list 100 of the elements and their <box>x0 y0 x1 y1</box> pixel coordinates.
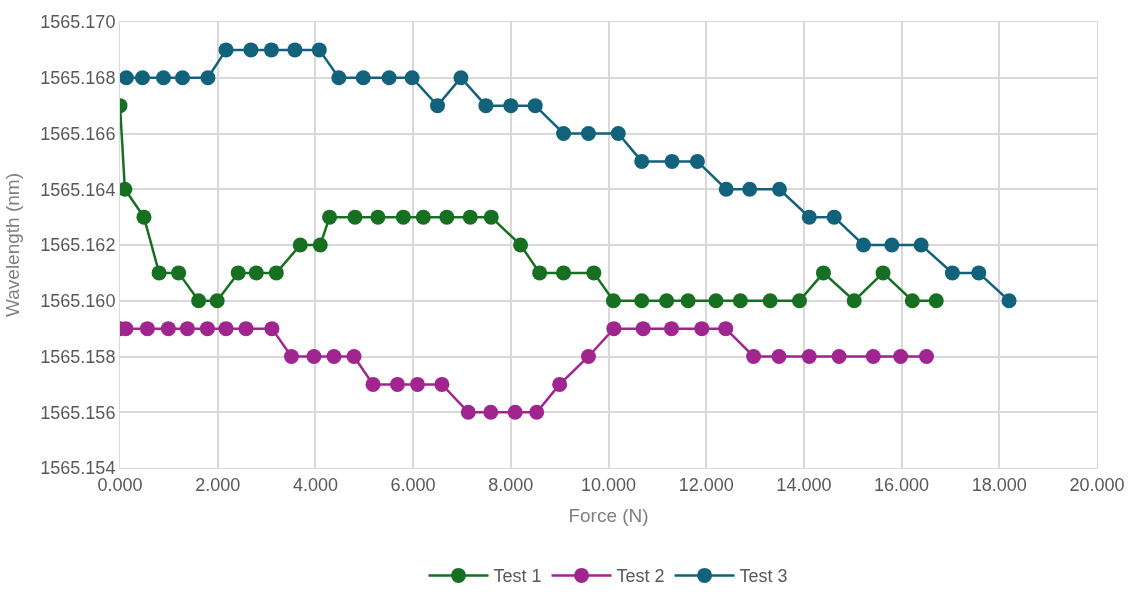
point <box>606 321 622 337</box>
x-tick-label: 8.000 <box>488 474 534 495</box>
point <box>928 293 944 309</box>
point <box>462 209 478 225</box>
x-tick-label: 16.000 <box>874 474 930 495</box>
point <box>815 265 831 281</box>
point <box>771 349 787 364</box>
point <box>742 181 758 197</box>
point <box>238 321 254 337</box>
y-tick-label: 1565.170 <box>40 12 116 33</box>
point <box>347 209 363 225</box>
point <box>264 321 280 337</box>
point <box>191 293 207 309</box>
point <box>306 349 322 364</box>
point <box>634 153 650 169</box>
y-tick-label: 1565.168 <box>40 68 116 89</box>
point <box>659 293 675 309</box>
point <box>218 42 234 58</box>
point <box>507 404 523 420</box>
point <box>120 321 134 337</box>
x-tick-label: 14.000 <box>776 474 832 495</box>
point <box>944 265 960 281</box>
point <box>556 265 572 281</box>
point <box>801 209 817 225</box>
y-axis-title: Wavelength (nm) <box>2 173 24 317</box>
point <box>370 209 386 225</box>
point <box>134 70 150 86</box>
point <box>175 70 191 86</box>
point <box>919 349 935 364</box>
point <box>199 321 215 337</box>
point <box>846 293 862 309</box>
point <box>831 349 847 364</box>
point <box>708 293 724 309</box>
x-tick-label: 10.000 <box>580 474 637 495</box>
point <box>326 349 342 364</box>
point <box>460 404 476 420</box>
point <box>689 153 705 169</box>
point <box>415 209 431 225</box>
x-tick-label: 18.000 <box>971 474 1027 495</box>
point <box>434 376 450 392</box>
x-tick-label: 2.000 <box>195 474 241 495</box>
point <box>893 349 909 364</box>
point <box>200 70 216 86</box>
point <box>209 293 225 309</box>
point <box>230 265 246 281</box>
point <box>248 265 264 281</box>
point <box>453 70 469 86</box>
point <box>355 70 371 86</box>
point <box>586 265 602 281</box>
point <box>365 376 381 392</box>
y-tick-label: 1565.160 <box>40 291 116 312</box>
x-axis-title: Force (N) <box>568 505 649 527</box>
point <box>283 349 299 364</box>
point <box>331 70 347 86</box>
point <box>381 70 397 86</box>
point <box>160 321 176 337</box>
point <box>439 209 455 225</box>
point <box>430 98 446 114</box>
point <box>732 293 748 309</box>
x-tick-label: 12.000 <box>678 474 734 495</box>
x-tick-label: 6.000 <box>390 474 436 495</box>
point <box>527 98 543 114</box>
point <box>904 293 920 309</box>
point <box>139 321 155 337</box>
point <box>634 293 650 309</box>
point <box>718 181 734 197</box>
point <box>856 237 871 253</box>
point <box>483 404 499 420</box>
point <box>580 126 596 141</box>
point <box>635 321 651 337</box>
point <box>680 293 696 309</box>
point <box>718 321 734 337</box>
point <box>292 237 308 253</box>
point <box>552 376 568 392</box>
point <box>218 321 234 337</box>
point <box>171 265 187 281</box>
y-tick-label: 1565.162 <box>40 235 116 256</box>
point <box>971 265 987 281</box>
point <box>395 209 411 225</box>
point <box>404 70 420 86</box>
point <box>556 126 572 141</box>
point <box>664 153 680 169</box>
point <box>322 209 338 225</box>
point <box>179 321 195 337</box>
point <box>792 293 807 309</box>
point <box>263 42 279 58</box>
point <box>483 209 499 225</box>
point <box>771 181 787 197</box>
point <box>580 349 596 364</box>
x-tick-label: 4.000 <box>292 474 338 495</box>
point <box>532 265 548 281</box>
point <box>136 209 152 225</box>
y-tick-label: 1565.164 <box>40 179 116 200</box>
point <box>311 42 327 58</box>
legend-label: Test 3 <box>739 566 788 587</box>
point <box>287 42 303 58</box>
point <box>875 265 891 281</box>
point <box>605 293 621 309</box>
point <box>155 70 171 86</box>
point <box>884 237 900 253</box>
